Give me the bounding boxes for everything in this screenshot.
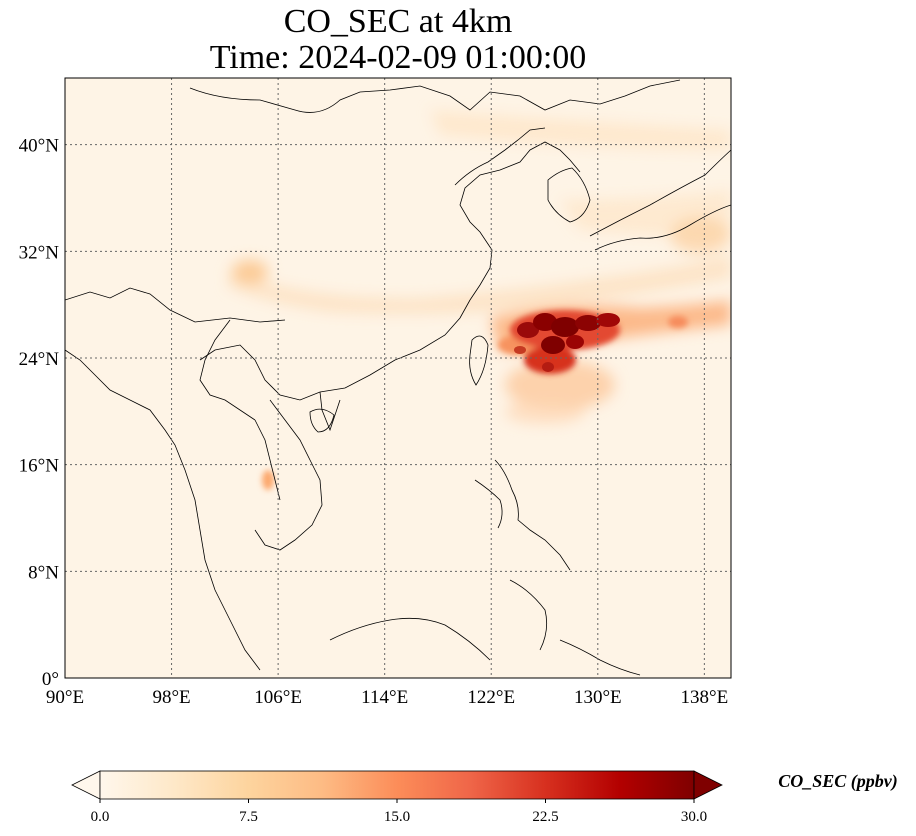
colorbar-tick-label: 15.0	[384, 809, 410, 825]
lon-tick-label: 98°E	[152, 687, 190, 708]
lon-tick-label: 106°E	[254, 687, 302, 708]
lon-tick-label: 90°E	[46, 687, 84, 708]
colorbar-tick-label: 7.5	[239, 809, 258, 825]
map-title: CO_SEC at 4km	[283, 3, 513, 40]
longitude-tick-labels: 90°E 98°E 106°E 114°E 122°E 130°E 138°E	[46, 687, 728, 708]
lon-tick-label: 130°E	[574, 687, 622, 708]
colorbar-max-extend	[693, 770, 723, 800]
lat-tick-label: 32°N	[19, 242, 60, 263]
lat-tick-label: 8°N	[28, 562, 59, 583]
lat-tick-label: 0°	[42, 669, 59, 690]
colorbar: 0.0 7.5 15.0 22.5 30.0 CO_SEC (ppbv)	[71, 770, 898, 825]
lat-tick-label: 24°N	[19, 349, 60, 370]
lat-tick-label: 16°N	[19, 456, 60, 477]
lon-tick-label: 114°E	[361, 687, 408, 708]
colorbar-gradient	[99, 770, 695, 800]
colorbar-tick-label: 30.0	[681, 809, 707, 825]
lat-tick-label: 40°N	[19, 136, 60, 157]
latitude-tick-labels: 0° 8°N 16°N 24°N 32°N 40°N	[19, 136, 60, 690]
map-background	[65, 78, 731, 678]
colorbar-tick-label: 0.0	[91, 809, 110, 825]
coastlines	[65, 79, 731, 676]
lon-tick-label: 138°E	[681, 687, 729, 708]
colorbar-min-extend	[71, 770, 101, 800]
lon-tick-label: 122°E	[467, 687, 515, 708]
concentration-field	[65, 79, 731, 676]
co-hotspot	[514, 313, 620, 372]
colorbar-tick-label: 22.5	[532, 809, 558, 825]
gridlines	[65, 78, 731, 678]
colorbar-label: CO_SEC (ppbv)	[778, 771, 898, 792]
map-frame	[64, 77, 732, 679]
map-subtitle-time: Time: 2024-02-09 01:00:00	[209, 39, 587, 76]
